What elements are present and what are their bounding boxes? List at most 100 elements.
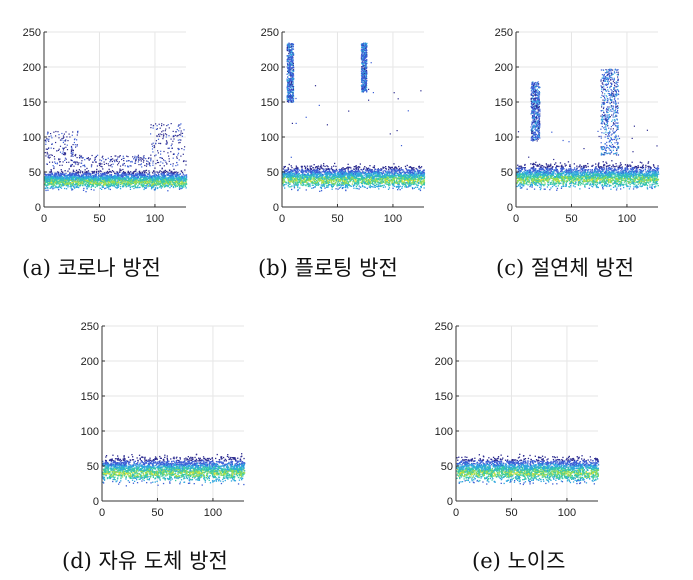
scatter-point: [119, 188, 122, 190]
scatter-point: [127, 165, 129, 167]
scatter-point: [304, 168, 307, 170]
scatter-point: [416, 173, 418, 175]
scatter-point: [53, 187, 55, 189]
scatter-point: [183, 185, 185, 187]
scatter-point: [353, 179, 355, 181]
scatter-point: [307, 184, 309, 186]
scatter-point: [108, 183, 110, 185]
scatter-point: [108, 188, 110, 190]
scatter-point: [355, 166, 357, 168]
scatter-point: [168, 174, 170, 177]
scatter-point: [96, 178, 98, 180]
scatter-point: [365, 183, 367, 185]
scatter-point: [130, 171, 132, 173]
scatter-point: [366, 168, 368, 170]
scatter-point: [405, 181, 407, 184]
scatter-point: [86, 185, 88, 188]
scatter-point: [73, 180, 75, 182]
scatter-point: [423, 176, 426, 178]
scatter-point: [288, 186, 290, 188]
scatter-point: [94, 158, 96, 160]
scatter-point: [144, 174, 147, 177]
scatter-point: [45, 185, 48, 187]
scatter-point: [72, 185, 74, 188]
scatter-point: [123, 179, 125, 182]
scatter-point: [300, 171, 303, 173]
scatter-point: [57, 171, 59, 173]
scatter-point: [159, 157, 161, 159]
scatter-point: [53, 179, 55, 181]
scatter-point: [408, 179, 410, 181]
scatter-point: [105, 187, 107, 189]
scatter-point: [180, 139, 182, 141]
scatter-point: [415, 174, 417, 176]
scatter-point: [355, 172, 357, 174]
scatter-point: [307, 185, 309, 188]
scatter-point: [162, 171, 164, 173]
scatter-point: [370, 170, 372, 172]
scatter-point: [157, 184, 159, 186]
scatter-point: [351, 171, 353, 173]
scatter-point: [128, 172, 131, 174]
scatter-point: [390, 169, 392, 171]
scatter-point: [127, 166, 129, 168]
scatter-point: [87, 184, 89, 186]
scatter-point: [359, 163, 361, 165]
scatter-point: [144, 179, 146, 181]
scatter-point: [113, 178, 115, 180]
scatter-point: [121, 182, 123, 184]
scatter-point: [122, 168, 124, 171]
scatter-point: [166, 174, 169, 176]
scatter-point: [151, 143, 153, 145]
scatter-point: [96, 178, 99, 180]
scatter-point: [404, 178, 406, 180]
scatter-point: [99, 178, 101, 180]
scatter-point: [62, 176, 64, 178]
scatter-point: [48, 184, 51, 186]
scatter-point: [152, 180, 154, 182]
scatter-point: [124, 165, 126, 167]
scatter-point: [282, 176, 284, 178]
scatter-point: [60, 176, 62, 178]
scatter-point: [388, 187, 391, 189]
scatter-point: [62, 185, 64, 187]
scatter-point: [381, 174, 384, 176]
scatter-point: [171, 176, 173, 178]
scatter-point: [56, 179, 58, 181]
scatter-point: [298, 173, 300, 175]
scatter-point: [50, 180, 53, 182]
scatter-point: [75, 153, 77, 156]
scatter-point: [304, 169, 307, 172]
scatter-point: [85, 191, 87, 193]
scatter-point: [296, 176, 298, 178]
scatter-point: [133, 187, 135, 190]
scatter-point: [164, 176, 167, 178]
scatter-point: [64, 140, 67, 142]
scatter-point: [65, 188, 68, 190]
scatter-point: [125, 177, 127, 179]
scatter-point: [165, 180, 168, 182]
scatter-point: [71, 153, 73, 155]
scatter-point: [324, 187, 326, 189]
scatter-point: [179, 177, 181, 179]
scatter-point: [151, 186, 153, 189]
scatter-point: [380, 176, 382, 178]
scatter-point: [103, 161, 105, 163]
scatter-point: [119, 183, 121, 185]
scatter-point: [300, 180, 303, 182]
scatter-point: [48, 174, 50, 176]
scatter-point: [183, 174, 185, 176]
scatter-point: [164, 185, 167, 187]
scatter-point: [336, 185, 338, 187]
scatter-point: [63, 173, 65, 175]
scatter-point: [387, 174, 389, 176]
scatter-point: [114, 179, 116, 182]
scatter-point: [126, 182, 128, 184]
scatter-point: [50, 169, 52, 171]
scatter-point: [377, 186, 380, 188]
scatter-point: [66, 174, 68, 176]
scatter-point: [159, 185, 161, 187]
scatter-point: [157, 177, 159, 179]
scatter-point: [97, 184, 100, 186]
scatter-point: [65, 172, 67, 175]
